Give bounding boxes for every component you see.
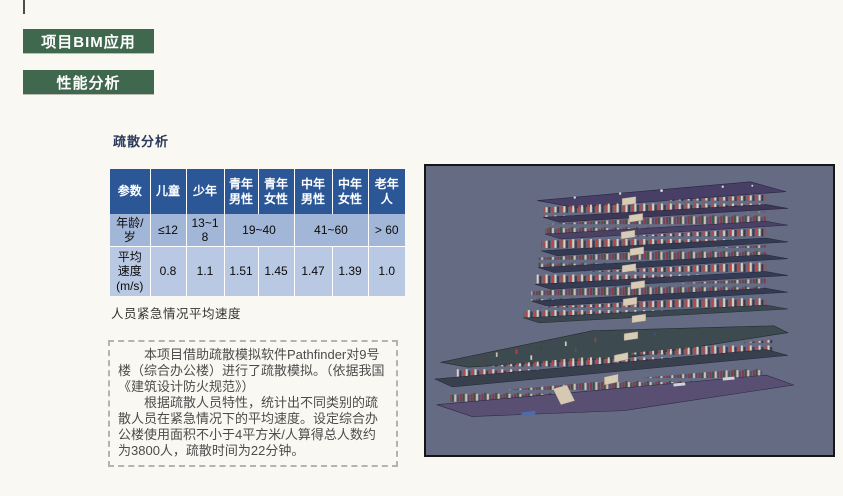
banner-project-bim-label: 项目BIM应用 bbox=[41, 33, 136, 51]
table-row-label: 年龄/岁 bbox=[110, 214, 151, 248]
table-row-age: 年龄/岁 ≤12 13~18 19~40 41~60 > 60 bbox=[110, 214, 405, 248]
table-cell: 1.0 bbox=[367, 246, 405, 296]
table-cell: 13~18 bbox=[185, 214, 225, 248]
table-cell: 1.39 bbox=[331, 246, 369, 296]
table-header-cell: 少年 bbox=[185, 169, 225, 214]
table-header-cell: 老年人 bbox=[367, 169, 405, 214]
evacuation-simulation-image bbox=[424, 164, 835, 457]
notes-paragraph-2: 根据疏散人员特性，统计出不同类别的疏散人员在紧急情况下的平均速度。设定综合办公楼… bbox=[118, 395, 379, 458]
table-cell: 0.8 bbox=[149, 246, 187, 296]
table-header-row: 参数 儿童 少年 青年男性 青年女性 中年男性 中年女性 老年人 bbox=[110, 169, 405, 214]
table-header-cell: 中年女性 bbox=[331, 169, 369, 214]
table-cell: ≤12 bbox=[149, 214, 187, 248]
banner-performance-analysis-label: 性能分析 bbox=[56, 74, 121, 92]
evacuation-parameter-table: 参数 儿童 少年 青年男性 青年女性 中年男性 中年女性 老年人 年龄/岁 ≤1… bbox=[110, 169, 405, 296]
table-cell: 1.1 bbox=[185, 246, 225, 296]
notes-box: 本项目借助疏散模拟软件Pathfinder对9号楼（综合办公楼）进行了疏散模拟。… bbox=[108, 340, 398, 467]
table-row-speed: 平均速度(m/s) 0.8 1.1 1.51 1.45 1.47 1.39 1.… bbox=[110, 246, 405, 296]
notes-paragraph-1: 本项目借助疏散模拟软件Pathfinder对9号楼（综合办公楼）进行了疏散模拟。… bbox=[118, 347, 385, 394]
table-caption: 人员紧急情况平均速度 bbox=[111, 307, 242, 321]
building-floors-graphic bbox=[426, 166, 833, 455]
table-header-cell: 儿童 bbox=[149, 169, 187, 214]
table-header-cell: 青年女性 bbox=[257, 169, 295, 214]
table-header-cell: 参数 bbox=[110, 169, 151, 214]
table-cell: > 60 bbox=[367, 214, 405, 248]
table-header-cell: 青年男性 bbox=[223, 169, 259, 214]
table-cell: 19~40 bbox=[223, 214, 295, 248]
table-cell: 1.47 bbox=[293, 246, 333, 296]
banner-performance-analysis: 性能分析 bbox=[23, 70, 154, 94]
page-edge-tick bbox=[23, 0, 25, 14]
section-title: 疏散分析 bbox=[113, 134, 170, 149]
table-header-cell: 中年男性 bbox=[293, 169, 333, 214]
evacuation-parameter-table-wrap: 参数 儿童 少年 青年男性 青年女性 中年男性 中年女性 老年人 年龄/岁 ≤1… bbox=[110, 169, 405, 296]
banner-project-bim: 项目BIM应用 bbox=[23, 29, 154, 53]
table-cell: 41~60 bbox=[293, 214, 369, 248]
table-cell: 1.45 bbox=[257, 246, 295, 296]
table-row-label: 平均速度(m/s) bbox=[110, 246, 151, 296]
table-cell: 1.51 bbox=[223, 246, 259, 296]
